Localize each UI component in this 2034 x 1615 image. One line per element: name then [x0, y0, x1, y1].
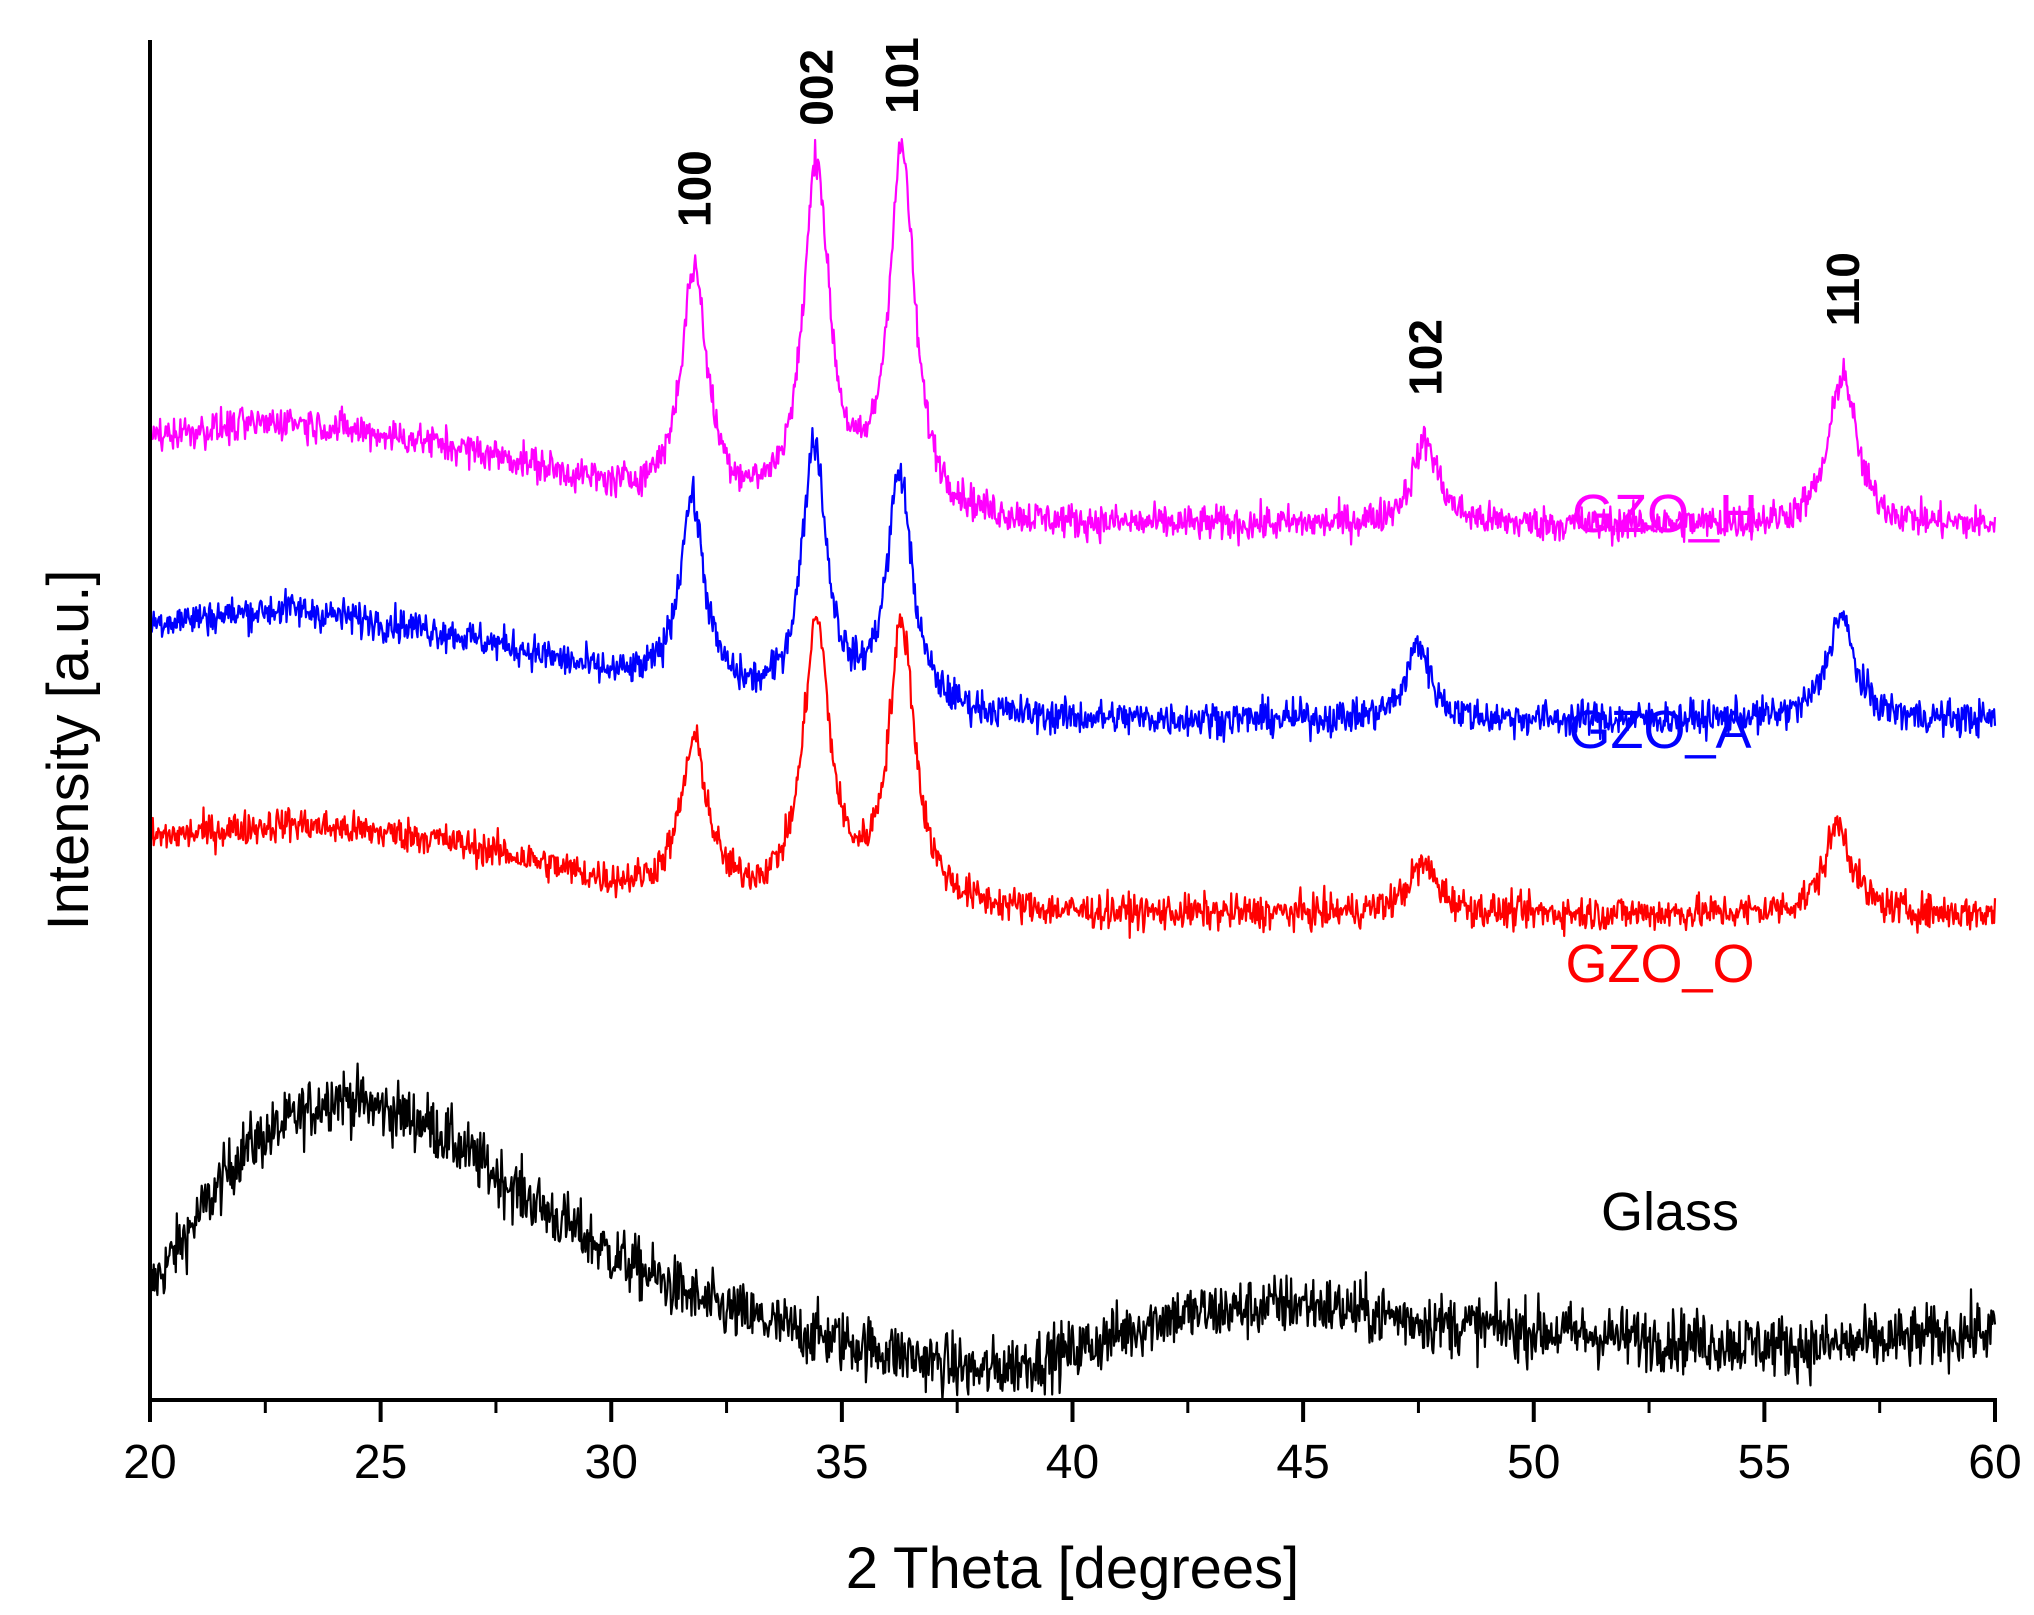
x-ticks: 20 25 30 35 40 45 50 55 60	[123, 1400, 2022, 1489]
series-line-gzo_a	[148, 427, 1997, 743]
series-labels: Glass GZO_O GZO_A GZO_H	[1565, 484, 1758, 1242]
series-label-gzo_h: GZO_H	[1572, 484, 1758, 544]
x-tick-label: 55	[1738, 1436, 1791, 1489]
peak-annotations: 100 002 101 102 110	[668, 37, 1869, 396]
series-layer	[148, 138, 1997, 1401]
x-axis-title: 2 Theta [degrees]	[846, 1536, 1300, 1601]
series-label-gzo_a: GZO_A	[1568, 700, 1751, 760]
y-axis-title: Intensity [a.u.]	[36, 569, 101, 930]
x-tick-label: 20	[123, 1436, 176, 1489]
x-tick-label: 25	[354, 1436, 407, 1489]
x-tick-label: 50	[1507, 1436, 1560, 1489]
x-tick-label: 30	[585, 1436, 638, 1489]
peak-label-102: 102	[1399, 319, 1451, 396]
x-tick-label: 45	[1276, 1436, 1329, 1489]
peak-label-110: 110	[1817, 252, 1869, 326]
series-line-glass	[148, 1062, 1997, 1401]
peak-label-002: 002	[791, 49, 843, 126]
series-label-gzo_o: GZO_O	[1565, 934, 1754, 994]
series-line-gzo_h	[148, 138, 1997, 547]
series-label-glass: Glass	[1601, 1182, 1739, 1242]
peak-label-100: 100	[668, 150, 720, 227]
x-tick-label: 35	[815, 1436, 868, 1489]
peak-label-101: 101	[876, 37, 928, 114]
x-tick-label: 60	[1968, 1436, 2021, 1489]
series-line-gzo_o	[148, 613, 1997, 940]
x-tick-label: 40	[1046, 1436, 1099, 1489]
